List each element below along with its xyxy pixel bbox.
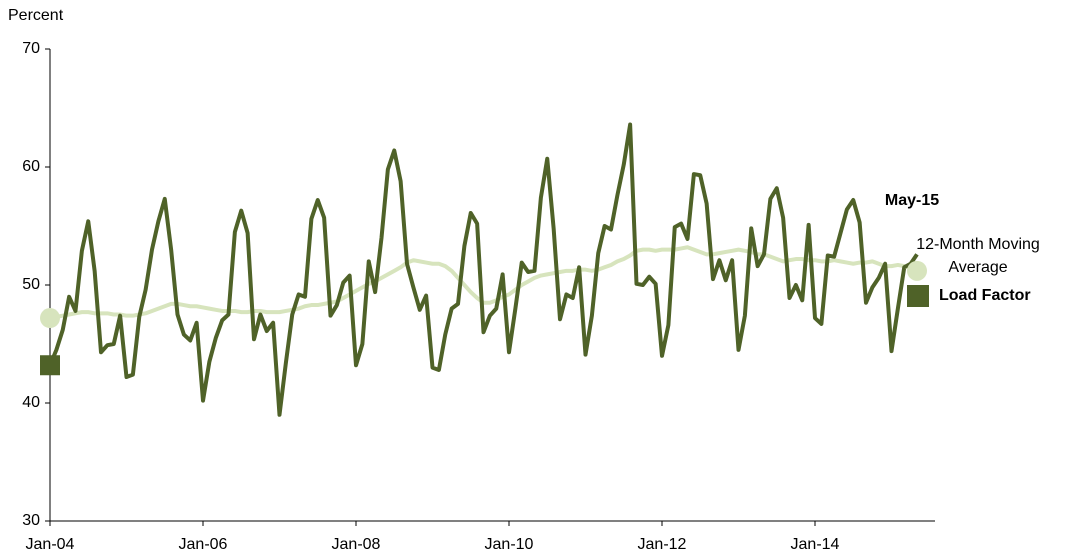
annotation: May-15 (885, 192, 939, 209)
legend-label-line: 12-Month Moving (916, 236, 1040, 253)
y-axis-label: Percent (8, 7, 64, 24)
legend-label: Load Factor (939, 287, 1031, 304)
end-marker (907, 260, 927, 281)
y-tick-label: 70 (22, 40, 40, 57)
x-tick-label: Jan-12 (638, 536, 687, 553)
legend-label-line: Average (948, 259, 1007, 276)
start-marker (40, 308, 60, 329)
legend-label: 12-Month Moving Average (916, 236, 1040, 276)
x-tick-label: Jan-04 (26, 536, 75, 553)
y-tick-label: 40 (22, 394, 40, 411)
y-tick-label: 50 (22, 276, 40, 293)
x-tick-label: Jan-14 (791, 536, 840, 553)
y-tick-label: 30 (22, 512, 40, 529)
legend-marker (907, 285, 929, 307)
start-marker (40, 355, 60, 376)
y-tick-label: 60 (22, 158, 40, 175)
x-tick-label: Jan-08 (332, 536, 381, 553)
x-tick-label: Jan-06 (179, 536, 228, 553)
x-tick-label: Jan-10 (485, 536, 534, 553)
series-line (48, 122, 919, 417)
